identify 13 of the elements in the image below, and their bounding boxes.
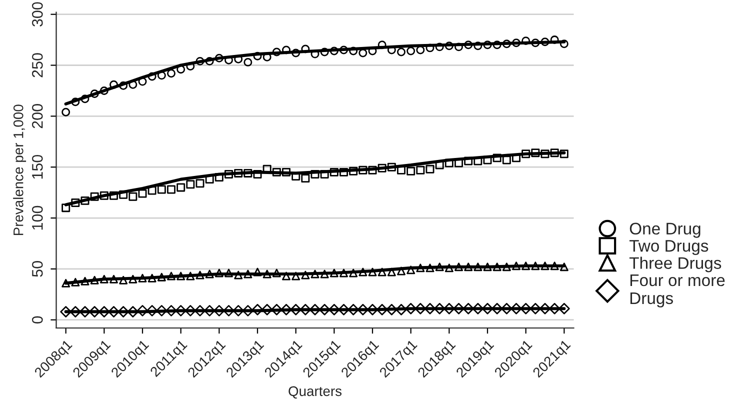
y-tick-label: 250 <box>32 53 43 78</box>
x-axis-title: Quarters <box>288 386 342 399</box>
y-tick-label: 300 <box>32 2 43 26</box>
y-tick-label: 0 <box>32 316 43 324</box>
y-tick-label: 50 <box>32 261 43 277</box>
y-tick-label: 100 <box>32 206 43 230</box>
legend-label: Two Drugs <box>629 240 708 256</box>
y-tick-label: 150 <box>32 154 43 179</box>
y-axis-title: Prevalence per 1,000 <box>13 104 26 236</box>
y-tick-label: 200 <box>32 104 43 128</box>
legend-label: One Drug <box>630 222 700 238</box>
legend-label: Three Drugs <box>629 256 722 272</box>
legend-label: Four or more Drugs <box>630 274 725 308</box>
